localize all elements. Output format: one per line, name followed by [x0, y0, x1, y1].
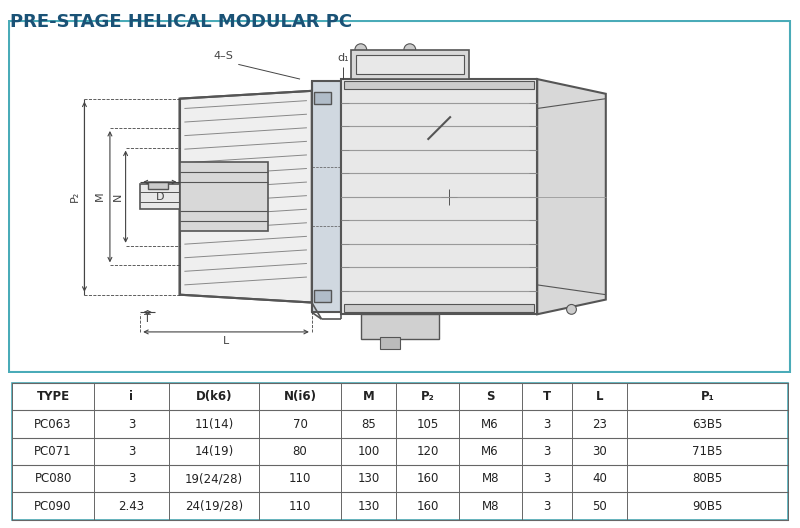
Bar — [140, 184, 179, 210]
Text: P₂: P₂ — [421, 390, 434, 403]
Text: 3: 3 — [543, 445, 550, 458]
Text: d₁: d₁ — [338, 53, 349, 63]
Text: 130: 130 — [358, 499, 380, 513]
Text: D: D — [156, 192, 164, 202]
Text: PC090: PC090 — [34, 499, 72, 513]
Text: 19(24/28): 19(24/28) — [185, 473, 243, 485]
Text: 3: 3 — [128, 445, 135, 458]
Text: 160: 160 — [416, 499, 438, 513]
Circle shape — [566, 305, 576, 314]
Bar — [314, 92, 331, 103]
Text: N(i6): N(i6) — [283, 390, 317, 403]
Bar — [179, 163, 268, 231]
Circle shape — [362, 101, 418, 156]
Text: 30: 30 — [593, 445, 607, 458]
Bar — [344, 81, 534, 89]
Text: 71B5: 71B5 — [693, 445, 723, 458]
Text: TYPE: TYPE — [37, 390, 70, 403]
Text: L: L — [596, 390, 604, 403]
Text: 3: 3 — [543, 418, 550, 430]
Text: T: T — [144, 314, 151, 324]
Text: 50: 50 — [593, 499, 607, 513]
Bar — [312, 81, 341, 313]
Text: M: M — [362, 390, 374, 403]
Text: 130: 130 — [358, 473, 380, 485]
Text: M6: M6 — [482, 418, 499, 430]
Text: 80: 80 — [293, 445, 307, 458]
Text: PC071: PC071 — [34, 445, 72, 458]
Text: 105: 105 — [416, 418, 438, 430]
Text: 11(14): 11(14) — [194, 418, 234, 430]
Polygon shape — [538, 79, 606, 314]
Text: S: S — [486, 390, 494, 403]
Text: 70: 70 — [293, 418, 307, 430]
Polygon shape — [179, 91, 312, 303]
Text: 100: 100 — [358, 445, 380, 458]
Bar — [351, 50, 469, 79]
Text: i: i — [130, 390, 134, 403]
Text: M8: M8 — [482, 473, 499, 485]
Text: L: L — [223, 336, 229, 346]
Text: 3: 3 — [128, 418, 135, 430]
Text: M: M — [95, 192, 105, 202]
Text: D(k6): D(k6) — [195, 390, 232, 403]
Text: 3: 3 — [543, 499, 550, 513]
Text: 110: 110 — [289, 473, 311, 485]
Text: 160: 160 — [416, 473, 438, 485]
Circle shape — [412, 101, 466, 156]
Text: 3: 3 — [543, 473, 550, 485]
Text: 23: 23 — [593, 418, 607, 430]
Text: T: T — [543, 390, 551, 403]
Text: 2.43: 2.43 — [118, 499, 145, 513]
Bar — [148, 182, 168, 189]
Text: 24(19/28): 24(19/28) — [185, 499, 243, 513]
Text: 85: 85 — [362, 418, 376, 430]
Text: 80B5: 80B5 — [693, 473, 723, 485]
Text: N: N — [113, 193, 122, 201]
Text: 3: 3 — [128, 473, 135, 485]
Text: PRE-STAGE HELICAL MODULAR PC: PRE-STAGE HELICAL MODULAR PC — [10, 13, 352, 31]
Text: 110: 110 — [289, 499, 311, 513]
Text: P₂: P₂ — [70, 191, 80, 202]
Text: 4–S: 4–S — [214, 52, 234, 61]
Bar — [314, 290, 331, 301]
Text: 63B5: 63B5 — [693, 418, 723, 430]
Text: M6: M6 — [482, 445, 499, 458]
Text: 40: 40 — [593, 473, 607, 485]
Circle shape — [404, 44, 416, 55]
Text: P₁: P₁ — [701, 390, 714, 403]
Text: 120: 120 — [416, 445, 438, 458]
Bar — [341, 79, 538, 314]
Circle shape — [355, 44, 366, 55]
Bar — [361, 314, 439, 339]
Text: 14(19): 14(19) — [194, 445, 234, 458]
Bar — [381, 337, 400, 348]
Text: PC063: PC063 — [34, 418, 72, 430]
Text: M8: M8 — [482, 499, 499, 513]
Bar — [356, 54, 464, 74]
Circle shape — [381, 118, 400, 138]
Text: 90B5: 90B5 — [693, 499, 723, 513]
Bar — [344, 305, 534, 313]
Text: PC080: PC080 — [34, 473, 72, 485]
